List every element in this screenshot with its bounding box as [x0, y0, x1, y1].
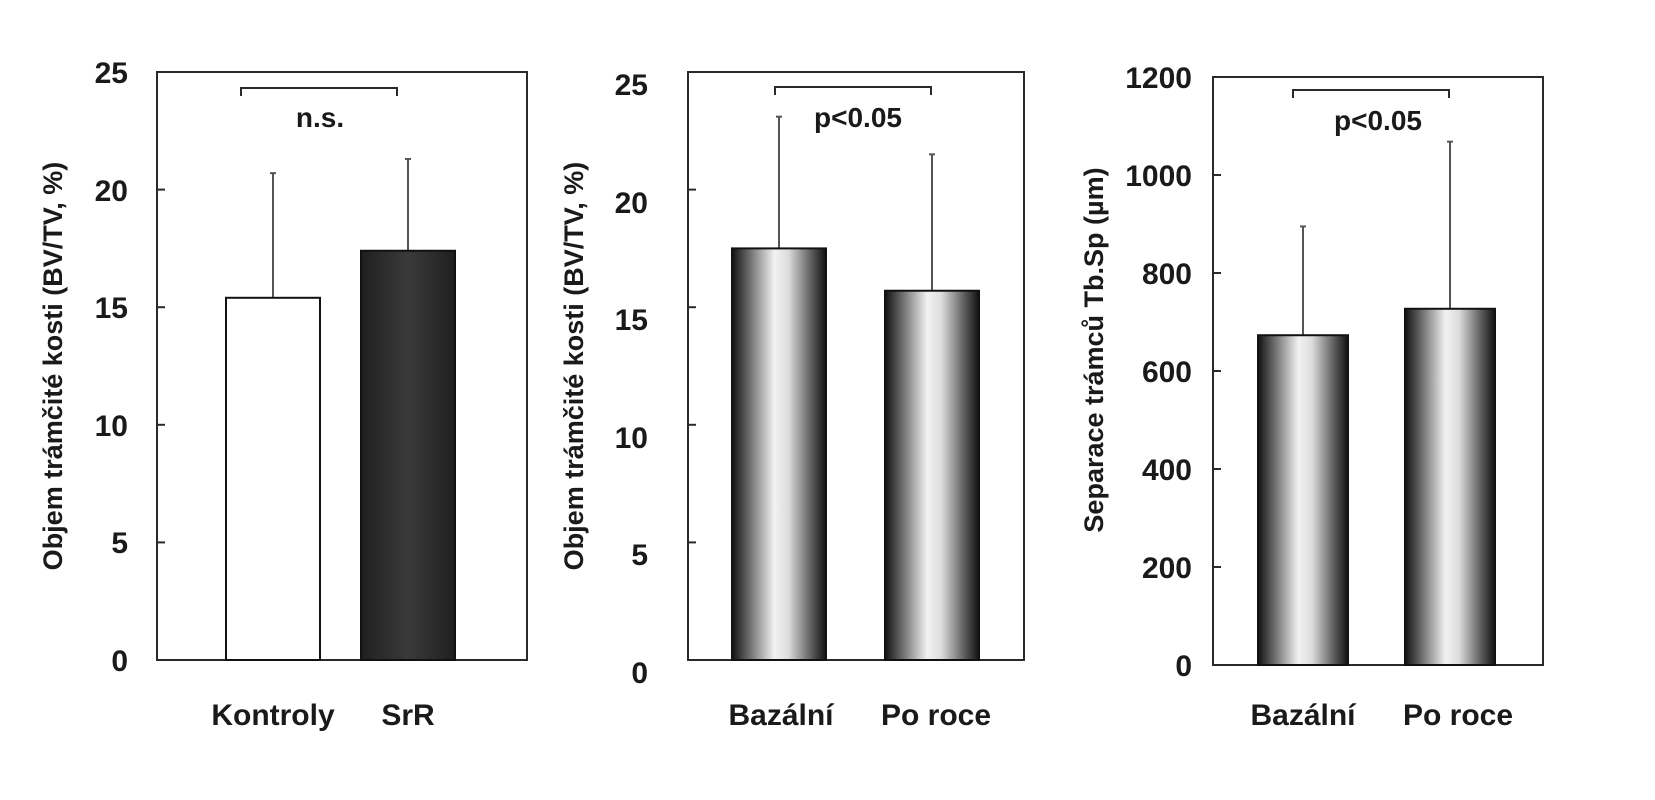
y-tick-label-10: 10 [95, 410, 128, 443]
y-tick-label-0: 0 [631, 657, 648, 690]
y-tick-label-10: 10 [615, 422, 648, 455]
x-category-label-po-roce: Po roce [881, 699, 991, 732]
y-tick-label-800: 800 [1142, 258, 1192, 291]
x-category-label-po-roce: Po roce [1403, 699, 1513, 732]
y-ticks [688, 71, 696, 661]
significance-bracket [1292, 89, 1450, 98]
y-tick-label-0: 0 [1175, 650, 1192, 683]
significance-bracket [240, 87, 398, 96]
y-axis-label: Objem trámčité kosti (BV/TV, %) [38, 162, 68, 571]
y-tick-label-1200: 1200 [1125, 62, 1192, 95]
y-tick-label-5: 5 [111, 527, 128, 560]
y-ticks [157, 71, 165, 661]
bar-bazální [731, 247, 827, 661]
y-tick-label-15: 15 [615, 304, 648, 337]
significance-label: p<0.05 [814, 102, 902, 133]
y-tick-label-20: 20 [615, 187, 648, 220]
y-tick-label-20: 20 [95, 175, 128, 208]
x-category-label-bazalni: Bazální [1250, 699, 1357, 732]
y-ticks [1213, 76, 1221, 666]
y-axis-label: Objem trámčité kosti (BV/TV, %) [559, 162, 589, 571]
y-tick-label-400: 400 [1142, 454, 1192, 487]
plot-frame [156, 71, 528, 661]
bar-po-roce [1404, 307, 1496, 666]
y-tick-label-0: 0 [111, 645, 128, 678]
significance-label: p<0.05 [1334, 105, 1422, 136]
chart-panel-1: Objem trámčité kosti (BV/TV, %) 0 5 10 1… [38, 57, 528, 732]
y-tick-label-600: 600 [1142, 356, 1192, 389]
y-axis-label: Separace trámců Tb.Sp (µm) [1079, 167, 1109, 532]
bar-kontroly [225, 296, 321, 661]
significance-label: n.s. [296, 102, 344, 133]
bars [225, 158, 456, 661]
y-tick-label-15: 15 [95, 292, 128, 325]
y-tick-label-25: 25 [95, 57, 128, 90]
bracket-line [774, 86, 932, 95]
bars [731, 115, 980, 661]
plot-frame [687, 71, 1025, 661]
x-category-label-bazalni: Bazální [728, 699, 835, 732]
chart-panel-2: Objem trámčité kosti (BV/TV, %) 0 5 10 1… [559, 69, 1025, 732]
bracket-line [1292, 89, 1450, 98]
y-tick-label-1000: 1000 [1125, 160, 1192, 193]
bar-bazální [1257, 334, 1349, 666]
bar-srr [360, 249, 456, 661]
x-category-label-kontroly: Kontroly [211, 699, 335, 732]
y-tick-label-200: 200 [1142, 552, 1192, 585]
bar-po-roce [884, 289, 980, 661]
significance-bracket [774, 86, 932, 95]
bracket-line [240, 87, 398, 96]
bars [1257, 140, 1496, 666]
x-category-label-srr: SrR [381, 699, 435, 732]
chart-panel-3: Separace trámců Tb.Sp (µm) 0 200 400 600… [1079, 62, 1544, 732]
y-tick-label-25: 25 [615, 69, 648, 102]
y-tick-label-5: 5 [631, 539, 648, 572]
